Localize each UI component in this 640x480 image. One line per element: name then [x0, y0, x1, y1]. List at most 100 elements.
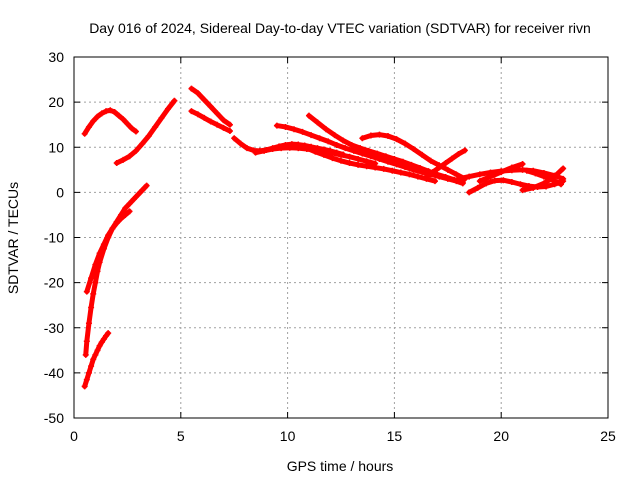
- data-point: [269, 146, 276, 153]
- data-point: [365, 147, 372, 154]
- data-point: [417, 165, 424, 172]
- data-point: [252, 149, 259, 156]
- data-point: [380, 165, 387, 172]
- data-point: [105, 232, 112, 239]
- x-tick-label: 10: [280, 428, 296, 444]
- data-point: [399, 158, 406, 165]
- data-point: [338, 157, 344, 164]
- x-tick-label: 20: [493, 428, 509, 444]
- data-point: [449, 155, 456, 162]
- data-marks: [81, 85, 567, 390]
- x-tick-label: 0: [70, 428, 78, 444]
- data-point: [476, 171, 483, 178]
- data-point: [419, 151, 426, 158]
- data-point: [338, 151, 344, 158]
- data-point: [278, 145, 285, 152]
- data-point: [519, 160, 526, 167]
- data-point: [214, 110, 221, 117]
- data-point: [105, 330, 112, 337]
- data-point: [476, 178, 483, 185]
- series-arc-r: [519, 165, 567, 194]
- data-point: [474, 184, 481, 191]
- data-point: [83, 288, 90, 295]
- data-point: [491, 177, 498, 184]
- data-point: [423, 173, 430, 180]
- data-point: [152, 123, 159, 130]
- data-point: [126, 200, 133, 207]
- data-point: [201, 114, 208, 121]
- data-point: [517, 181, 524, 188]
- data-point: [325, 138, 332, 145]
- data-point: [100, 336, 107, 343]
- y-tick-label: -20: [44, 275, 64, 291]
- data-point: [466, 189, 473, 196]
- data-point: [103, 108, 110, 115]
- series-arc-p: [476, 160, 526, 185]
- data-point: [220, 117, 227, 124]
- data-point: [295, 145, 302, 152]
- data-point: [348, 141, 355, 148]
- data-point: [508, 164, 515, 171]
- data-point: [384, 132, 391, 139]
- data-point: [323, 126, 330, 133]
- data-point: [261, 147, 268, 154]
- data-point: [393, 161, 400, 168]
- data-point: [363, 158, 370, 165]
- data-point: [461, 147, 468, 154]
- data-point: [551, 173, 558, 180]
- data-point: [111, 109, 118, 116]
- data-point: [359, 135, 366, 142]
- data-point: [96, 250, 103, 257]
- data-point: [291, 126, 298, 133]
- series-trace: [82, 107, 139, 137]
- data-point: [329, 150, 336, 157]
- data-point: [500, 177, 507, 184]
- series-arc-j: [295, 141, 438, 185]
- data-point: [442, 160, 449, 167]
- data-point: [316, 135, 323, 142]
- data-point: [282, 123, 289, 130]
- data-point: [231, 135, 238, 142]
- data-point: [139, 140, 146, 147]
- data-point: [346, 160, 353, 167]
- data-point: [397, 169, 404, 176]
- data-point: [88, 304, 95, 311]
- data-point: [132, 147, 139, 154]
- data-point: [273, 122, 280, 129]
- data-point: [188, 108, 195, 115]
- series-arc-c: [83, 208, 133, 295]
- data-point: [220, 124, 227, 131]
- data-point: [393, 136, 400, 143]
- data-point: [382, 153, 389, 160]
- data-point: [314, 119, 321, 126]
- series-arc-d: [81, 107, 139, 137]
- data-point: [444, 166, 451, 173]
- data-point: [391, 155, 398, 162]
- data-point: [139, 187, 146, 194]
- data-point: [312, 147, 319, 154]
- data-point: [498, 169, 505, 176]
- data-point: [92, 279, 99, 286]
- data-point: [214, 121, 221, 128]
- data-point: [384, 158, 391, 165]
- data-point: [130, 196, 137, 203]
- chart-title: Day 016 of 2024, Sidereal Day-to-day VTE…: [89, 20, 591, 36]
- y-axis-label: SDTVAR / TECUs: [5, 182, 21, 294]
- axis-ticks: [73, 56, 609, 419]
- x-tick-label: 15: [387, 428, 403, 444]
- data-point: [90, 118, 97, 125]
- data-point: [100, 241, 107, 248]
- data-point: [194, 111, 201, 118]
- data-point: [85, 320, 92, 327]
- data-point: [455, 175, 462, 182]
- data-point: [90, 356, 97, 363]
- data-point: [135, 191, 142, 198]
- data-point: [350, 147, 357, 154]
- data-point: [82, 351, 89, 358]
- data-point: [286, 144, 293, 151]
- x-tick-labels: 0 5 10 15 20 25: [70, 428, 616, 444]
- data-point: [455, 151, 462, 158]
- data-point: [98, 339, 105, 346]
- data-point: [532, 170, 539, 177]
- data-point: [88, 275, 95, 282]
